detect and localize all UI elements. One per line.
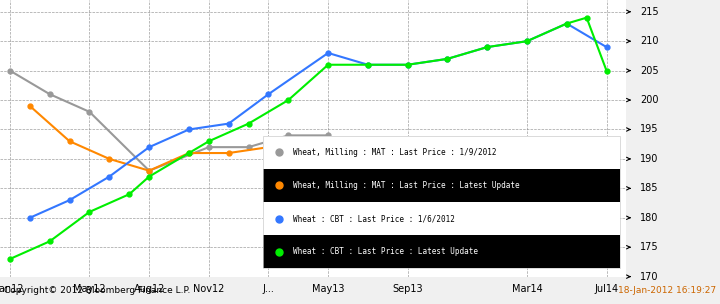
- Text: 180: 180: [641, 213, 659, 223]
- Text: Copyright© 2012 Bloomberg Finance L.P.: Copyright© 2012 Bloomberg Finance L.P.: [4, 286, 190, 295]
- Text: Wheat : CBT : Last Price : Latest Update: Wheat : CBT : Last Price : Latest Update: [293, 247, 478, 256]
- Text: 170: 170: [641, 272, 659, 282]
- Text: 175: 175: [641, 242, 659, 252]
- FancyBboxPatch shape: [263, 202, 620, 235]
- FancyBboxPatch shape: [263, 169, 620, 202]
- FancyBboxPatch shape: [263, 235, 620, 268]
- Text: Wheat, Milling : MAT : Last Price : Latest Update: Wheat, Milling : MAT : Last Price : Late…: [293, 181, 520, 190]
- Text: 200: 200: [641, 95, 659, 105]
- Text: 185: 185: [641, 183, 659, 193]
- Text: Wheat, Milling : MAT : Last Price : 1/9/2012: Wheat, Milling : MAT : Last Price : 1/9/…: [293, 148, 497, 157]
- FancyBboxPatch shape: [263, 136, 620, 169]
- Text: 210: 210: [641, 36, 659, 46]
- Text: 18-Jan-2012 16:19:27: 18-Jan-2012 16:19:27: [618, 286, 716, 295]
- Text: 195: 195: [641, 125, 659, 134]
- Text: 190: 190: [641, 154, 659, 164]
- Text: 215: 215: [641, 7, 659, 17]
- Text: 205: 205: [641, 66, 659, 76]
- Text: Wheat : CBT : Last Price : 1/6/2012: Wheat : CBT : Last Price : 1/6/2012: [293, 214, 455, 223]
